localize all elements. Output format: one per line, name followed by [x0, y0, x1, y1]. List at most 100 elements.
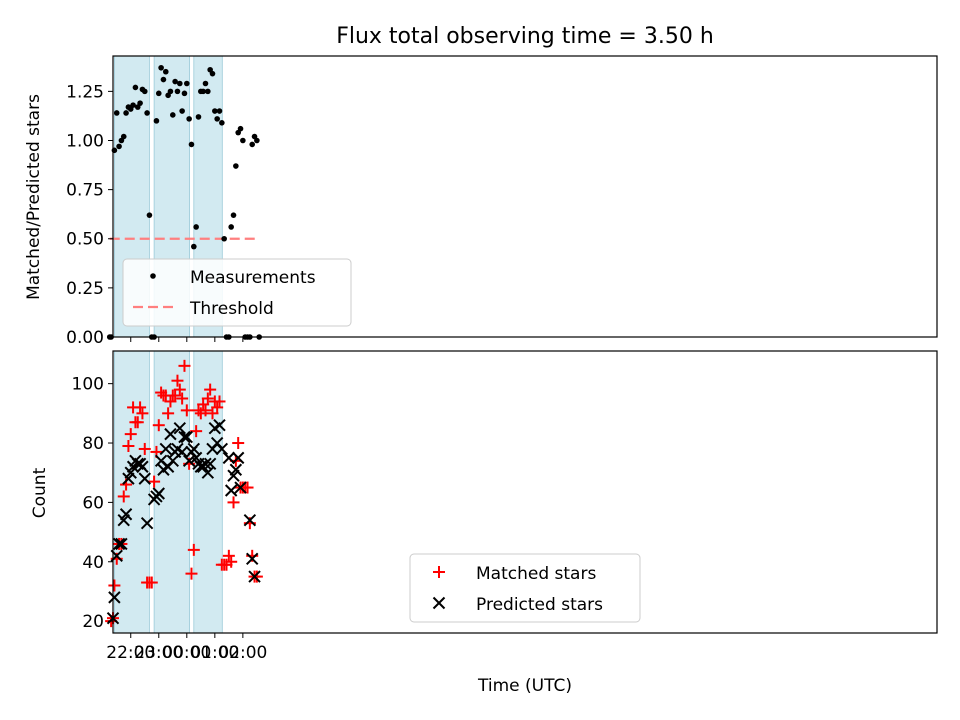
y-tick-label: 60 [82, 493, 104, 513]
predicted-stars-point-28 [173, 421, 187, 435]
predicted-stars-point-31-b [180, 430, 194, 444]
measurements-point-64 [254, 137, 260, 144]
matched-stars-point-30 [171, 374, 184, 387]
y-tick-label: 40 [82, 553, 104, 573]
y-tick-label: 0.75 [66, 181, 104, 201]
predicted-stars-point-53 [243, 513, 257, 527]
matched-stars-point-42 [199, 404, 212, 417]
measurements-point-62 [249, 141, 256, 148]
y-tick-label: 100 [72, 375, 104, 395]
matched-stars-point-16 [138, 442, 151, 455]
measurements-point-28 [169, 112, 176, 118]
predicted-stars-point-51 [231, 451, 245, 465]
predicted-stars-point-47-b [222, 451, 236, 465]
predicted-stars-point-48 [224, 484, 238, 497]
predicted-stars-point-12-b [131, 457, 144, 471]
predicted-stars-point-31 [180, 430, 194, 444]
predicted-stars-point-2 [108, 591, 121, 604]
measurements-point-48 [216, 108, 223, 114]
matched-stars-point-14 [134, 401, 147, 414]
predicted-stars-point-50-b [229, 463, 243, 476]
predicted-stars-point-39-b [199, 457, 212, 471]
predicted-stars-point-46-b [215, 442, 229, 456]
measurements-point-12 [132, 84, 139, 91]
measurements-point-21 [153, 118, 160, 124]
predicted-stars-point-52-b [234, 481, 247, 494]
predicted-stars-point-15 [138, 472, 151, 485]
matched-stars-point-56 [232, 437, 245, 450]
predicted-stars-point-51-b [231, 451, 245, 465]
measurements-point-49 [219, 120, 225, 126]
measurements-point-4 [113, 110, 120, 116]
measurements-point-29 [172, 78, 178, 85]
measurements-point-31 [176, 80, 183, 87]
predicted-stars-point-20-b [154, 454, 168, 468]
predicted-stars-point-50 [229, 463, 243, 476]
matched-stars-point-47 [211, 401, 224, 414]
legend-measurements-label: Measurements [190, 268, 316, 288]
measurements-point-58 [240, 137, 246, 144]
predicted-stars-point-32 [182, 454, 196, 468]
matched-stars-point-54 [227, 496, 240, 509]
measurements-point-42 [202, 80, 209, 87]
measurements-point-41 [200, 88, 206, 95]
matched-stars-point-44 [204, 383, 217, 396]
predicted-stars-point-41-b [203, 457, 217, 471]
measurements-point-33 [181, 90, 188, 97]
legend-measurements-marker [150, 273, 156, 279]
measurements-point-14 [137, 100, 143, 106]
measurements-point-23 [158, 64, 164, 71]
measurements-point-37 [191, 243, 197, 250]
matched-stars-point-9 [122, 439, 135, 452]
measurements-point-45 [209, 70, 216, 77]
matched-stars-point-31 [173, 383, 186, 396]
matched-stars-point-33 [178, 359, 191, 372]
predicted-stars-point-32-b [182, 454, 196, 468]
predicted-stars-point-55-b [248, 570, 261, 583]
predicted-stars-point-52 [234, 481, 247, 494]
predicted-stars-point-40 [201, 466, 215, 479]
measurements-point-18 [146, 212, 153, 218]
x-tick-label: 02:00 [218, 643, 267, 663]
predicted-stars-point-22 [159, 442, 172, 456]
predicted-stars-point-19-b [152, 487, 165, 500]
legend-box [122, 258, 352, 327]
predicted-stars-point-34-b [187, 442, 201, 456]
measurements-point-55 [233, 163, 239, 169]
predicted-stars-point-7 [119, 508, 133, 521]
measurements-point-50 [221, 235, 227, 242]
y-tick-label: 0.00 [66, 328, 104, 348]
y-tick-label: 1.25 [66, 82, 104, 102]
matched-stars-point-10 [124, 428, 137, 441]
predicted-stars-point-30 [178, 430, 191, 444]
measurements-point-57 [237, 125, 244, 132]
measurements-point-7 [120, 133, 127, 140]
predicted-stars-point-14-b [136, 460, 149, 473]
bottom-y-axis-label: Count [30, 467, 50, 518]
predicted-stars-point-4 [112, 537, 126, 551]
matched-stars-point-3 [108, 579, 121, 592]
predicted-stars-point-16 [140, 516, 154, 530]
predicted-stars-point-24-b [164, 427, 177, 441]
measurements-point-54 [230, 212, 237, 218]
predicted-stars-point-19 [152, 487, 165, 500]
predicted-stars-point-35-b [189, 451, 203, 465]
y-tick-label: 1.00 [66, 131, 104, 151]
predicted-stars-point-48-b [224, 484, 238, 497]
measurements-point-16 [141, 88, 148, 95]
matched-stars-point-7 [117, 490, 130, 503]
predicted-stars-point-28-b [173, 421, 187, 435]
predicted-stars-point-5-b [115, 537, 128, 551]
measurements-point-35 [186, 116, 192, 122]
x-tick-label: 01:00 [190, 643, 239, 663]
matched-stars-point-26 [162, 407, 175, 420]
matched-stars-point-32 [176, 392, 189, 405]
legend-threshold-label: Threshold [189, 299, 274, 319]
predicted-stars-point-22-b [159, 442, 172, 456]
predicted-stars-point-34 [187, 442, 201, 456]
predicted-stars-point-45-b [213, 419, 226, 432]
predicted-stars-point-29 [175, 445, 189, 459]
matched-stars-point-60 [241, 481, 254, 494]
